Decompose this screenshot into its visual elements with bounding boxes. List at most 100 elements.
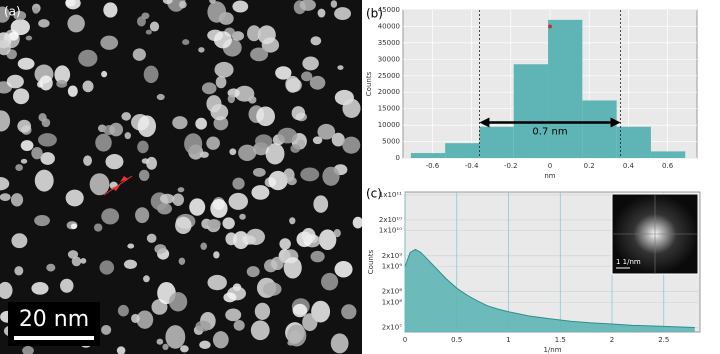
particle bbox=[250, 47, 269, 62]
y-tick-label: 25000 bbox=[378, 72, 400, 80]
particle bbox=[231, 31, 245, 41]
particle bbox=[41, 118, 51, 128]
particle bbox=[136, 310, 154, 329]
y-tick-label: 2x10⁷ bbox=[382, 324, 403, 332]
particle bbox=[195, 320, 211, 332]
x-tick-label: 0.6 bbox=[662, 162, 674, 170]
particle bbox=[225, 308, 242, 322]
particle bbox=[207, 274, 227, 291]
particle bbox=[312, 136, 323, 145]
particle bbox=[342, 98, 361, 119]
particle bbox=[67, 85, 78, 97]
particle bbox=[89, 173, 110, 196]
bar bbox=[513, 64, 549, 158]
particle bbox=[121, 112, 131, 121]
particle bbox=[330, 0, 338, 8]
y-axis-label: Counts bbox=[367, 249, 375, 274]
y-axis-label: Counts bbox=[365, 71, 373, 96]
particle bbox=[206, 136, 220, 150]
particle bbox=[17, 57, 35, 70]
annotation: 0.7 nm bbox=[532, 126, 567, 137]
particle bbox=[228, 192, 249, 210]
particle bbox=[302, 56, 319, 71]
particle bbox=[201, 82, 217, 95]
particle bbox=[38, 19, 50, 28]
particle bbox=[145, 29, 152, 35]
bar bbox=[548, 19, 583, 158]
particle bbox=[248, 96, 257, 104]
particle bbox=[292, 303, 308, 318]
particle bbox=[189, 198, 206, 216]
particle bbox=[309, 75, 326, 90]
particle bbox=[31, 146, 43, 160]
y-tick-label: 1x10¹⁰ bbox=[379, 227, 402, 235]
particle bbox=[83, 155, 92, 166]
particle bbox=[78, 49, 98, 67]
particle bbox=[182, 39, 190, 46]
particle bbox=[15, 164, 23, 172]
particle bbox=[232, 0, 249, 13]
particle bbox=[268, 170, 288, 191]
particle bbox=[46, 263, 56, 272]
particle bbox=[101, 324, 112, 335]
particle bbox=[40, 152, 55, 165]
particle bbox=[301, 228, 316, 243]
particle bbox=[286, 324, 307, 347]
particle bbox=[105, 154, 124, 170]
area-fill bbox=[405, 249, 695, 332]
particle bbox=[222, 217, 235, 230]
particle bbox=[175, 216, 192, 235]
particle bbox=[135, 207, 150, 224]
particle bbox=[257, 25, 276, 45]
particle bbox=[172, 116, 188, 130]
particle bbox=[156, 338, 164, 345]
y-tick-label: 2x10⁹ bbox=[382, 252, 403, 260]
particle bbox=[178, 257, 186, 265]
particle bbox=[313, 195, 329, 213]
particle bbox=[291, 106, 306, 121]
particle bbox=[341, 304, 357, 320]
particle bbox=[283, 257, 302, 279]
bar bbox=[479, 126, 514, 158]
particle bbox=[124, 132, 131, 140]
particle bbox=[318, 229, 337, 251]
particle bbox=[65, 0, 81, 10]
particle bbox=[239, 213, 246, 220]
particle bbox=[334, 261, 353, 278]
y-tick-label: 1x10¹¹ bbox=[379, 191, 402, 199]
particle bbox=[263, 282, 282, 296]
particle bbox=[330, 333, 349, 354]
particle bbox=[277, 127, 298, 144]
y-tick-label: 2x10¹⁰ bbox=[379, 216, 402, 224]
particle bbox=[246, 228, 265, 245]
particle bbox=[333, 229, 341, 238]
x-tick-label: 0 bbox=[403, 336, 407, 344]
particle bbox=[275, 66, 292, 80]
x-tick-label: -0.2 bbox=[504, 162, 518, 170]
particle bbox=[225, 232, 238, 246]
x-tick-label: 1.5 bbox=[555, 336, 566, 344]
inset-label: 1 1/nm bbox=[616, 258, 641, 266]
particle bbox=[0, 110, 11, 132]
particle bbox=[310, 250, 325, 263]
particle bbox=[101, 208, 120, 225]
x-tick-label: 0.4 bbox=[623, 162, 635, 170]
particle bbox=[137, 16, 146, 27]
particle bbox=[246, 266, 260, 278]
particle bbox=[270, 256, 284, 271]
particle bbox=[34, 169, 54, 192]
particle bbox=[195, 117, 207, 130]
bar bbox=[616, 126, 651, 158]
y-tick-label: 20000 bbox=[378, 88, 400, 96]
particle bbox=[137, 115, 157, 138]
particle bbox=[206, 95, 222, 113]
particle bbox=[286, 176, 297, 186]
particle bbox=[184, 133, 203, 155]
particle bbox=[233, 320, 245, 331]
particle bbox=[256, 106, 275, 127]
particle bbox=[101, 70, 108, 78]
particle bbox=[213, 31, 232, 49]
particle bbox=[342, 136, 361, 154]
particle bbox=[116, 346, 126, 354]
particle bbox=[10, 19, 30, 36]
